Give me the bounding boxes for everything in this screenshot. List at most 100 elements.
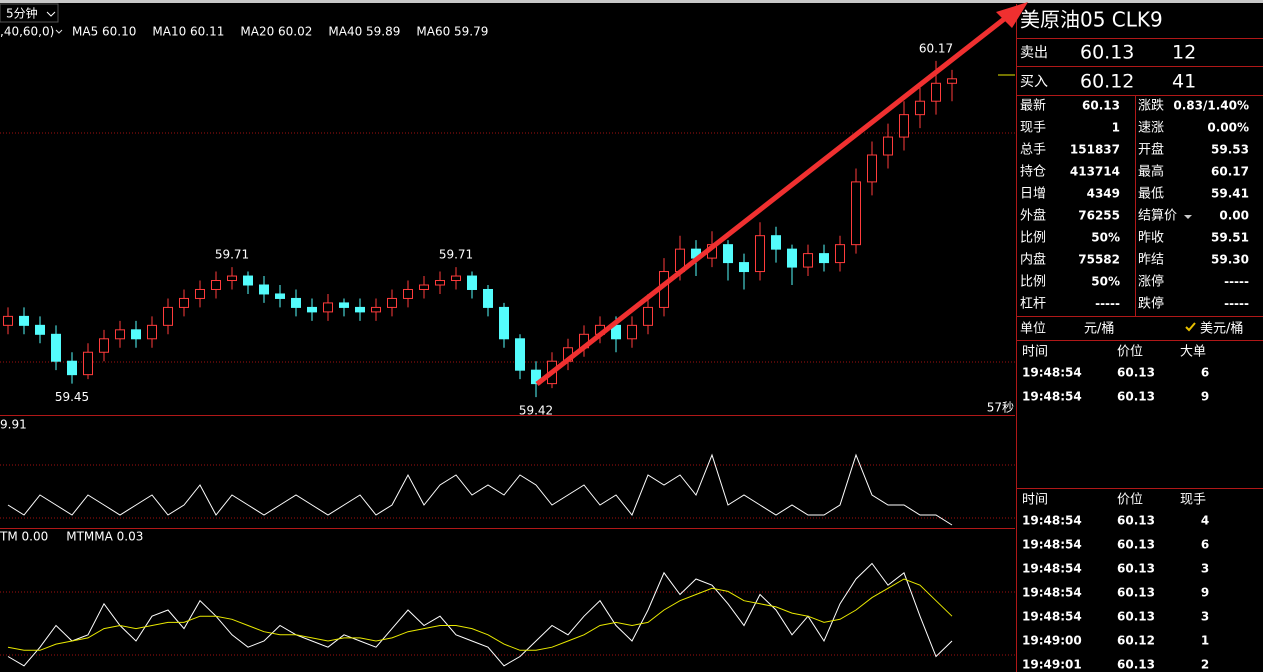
stat-value: 50% [1091, 231, 1120, 245]
stat-value: ----- [1224, 275, 1249, 289]
candle-body [419, 284, 429, 290]
trend-arrow [535, 2, 1028, 386]
tape-cell: 60.13 [1117, 390, 1155, 404]
candle-body [307, 306, 317, 313]
tape-cell: 19:48:54 [1022, 366, 1082, 380]
indicator-params: ,40,60,0) [0, 25, 54, 39]
candle-body [275, 293, 285, 299]
stat-value: 59.41 [1211, 187, 1249, 201]
candle-body [915, 100, 925, 116]
candle-body [355, 306, 365, 313]
candle-body [819, 253, 829, 264]
candle-body [835, 244, 845, 264]
book-qty: 12 [1172, 42, 1196, 64]
tape-cell: 19:49:01 [1022, 658, 1082, 672]
tape-cell: 19:48:54 [1022, 514, 1082, 528]
stat-value: 0.00% [1207, 121, 1249, 135]
candle-body [227, 275, 237, 282]
candle-body [19, 315, 29, 326]
plot: ,40,60,0) MA5 60.10 MA10 60.11 MA20 60.02 MA… [0, 25, 957, 667]
tape-cell: 60.13 [1117, 586, 1155, 600]
book-price: 60.13 [1080, 42, 1134, 64]
stat-label: 速涨 [1138, 121, 1164, 136]
stat-value: ----- [1095, 297, 1120, 311]
tape-header: 现手 [1180, 493, 1206, 508]
mtm-line [7, 578, 953, 651]
candle-body [755, 235, 765, 273]
candle-body [947, 78, 957, 84]
tape-cell: 19:48:54 [1022, 538, 1082, 552]
unit-option[interactable]: 美元/桶 [1200, 322, 1243, 337]
arrow-shaft [535, 14, 1010, 386]
tape-cell: 60.13 [1117, 366, 1155, 380]
tape-header: 时间 [1022, 345, 1048, 360]
settle-dropdown [1184, 215, 1192, 219]
tape-cell: 19:49:00 [1022, 634, 1082, 648]
tape-cell: 3 [1201, 562, 1209, 576]
stat-value: ----- [1224, 297, 1249, 311]
price-annotation: 60.17 [919, 41, 953, 55]
period-select[interactable] [0, 3, 59, 23]
stat-label: 总手 [1020, 143, 1046, 158]
unit-check [1185, 322, 1196, 332]
candle-body [51, 333, 61, 362]
tape-cell: 4 [1201, 514, 1209, 528]
volume-line [7, 453, 953, 526]
tape-cell: 60.12 [1117, 634, 1155, 648]
tape-cell: 9 [1201, 586, 1209, 600]
candle-body [851, 181, 861, 246]
candle-body [387, 297, 397, 308]
stat-value: 75582 [1078, 253, 1120, 267]
candle-body [515, 338, 525, 371]
candle-body [83, 351, 93, 376]
top-bar [0, 0, 1263, 3]
stat-label: 结算价 [1138, 209, 1177, 224]
candle-body [3, 315, 13, 326]
candle-body [259, 284, 269, 295]
candle-body [243, 275, 253, 286]
stat-label: 外盘 [1020, 208, 1046, 224]
tape-cell: 6 [1201, 366, 1209, 380]
stat-label: 涨跌 [1138, 98, 1164, 114]
ma-label: MA5 60.10 [72, 25, 136, 39]
stat-value: 59.30 [1211, 253, 1249, 267]
candle-body [643, 306, 653, 326]
stat-label: 最新 [1020, 98, 1046, 114]
book-label: 卖出 [1020, 45, 1048, 61]
tape-cell: 3 [1201, 610, 1209, 624]
candle-body [435, 280, 445, 286]
stat-label: 昨结 [1138, 253, 1164, 268]
candle-body [483, 288, 493, 308]
candle-body [67, 360, 77, 376]
unit-option[interactable]: 元/桶 [1084, 322, 1114, 337]
candle-body [147, 324, 157, 340]
mtm-legend: TM 0.00 [0, 530, 48, 544]
tape-header: 时间 [1022, 493, 1048, 508]
candle-body [899, 114, 909, 138]
stat-label: 杠杆 [1020, 296, 1046, 312]
candle-body [323, 302, 333, 313]
tape-header: 价位 [1117, 345, 1143, 360]
stat-value: 413714 [1070, 165, 1120, 179]
stat-label: 日增 [1020, 187, 1046, 202]
arrow-head [996, 2, 1028, 28]
volume-label: 9.91 [0, 418, 27, 432]
countdown: 57秒 [987, 401, 1014, 415]
candle-body [131, 329, 141, 340]
stat-label: 跌停 [1138, 296, 1164, 312]
period-label[interactable]: 5分钟 [6, 6, 38, 21]
stat-value: 59.53 [1211, 143, 1249, 157]
candle-body [867, 154, 877, 183]
candle-body [787, 248, 797, 268]
book-label: 买入 [1020, 74, 1048, 90]
candle-body [499, 306, 509, 340]
tape-cell: 9 [1201, 390, 1209, 404]
stat-value: 0.83/1.40% [1173, 99, 1249, 113]
candle-body [931, 82, 941, 102]
stat-label: 现手 [1020, 121, 1046, 136]
candle-body [531, 369, 541, 385]
ma-label: MA10 60.11 [152, 25, 224, 39]
stat-label: 涨停 [1138, 274, 1164, 290]
